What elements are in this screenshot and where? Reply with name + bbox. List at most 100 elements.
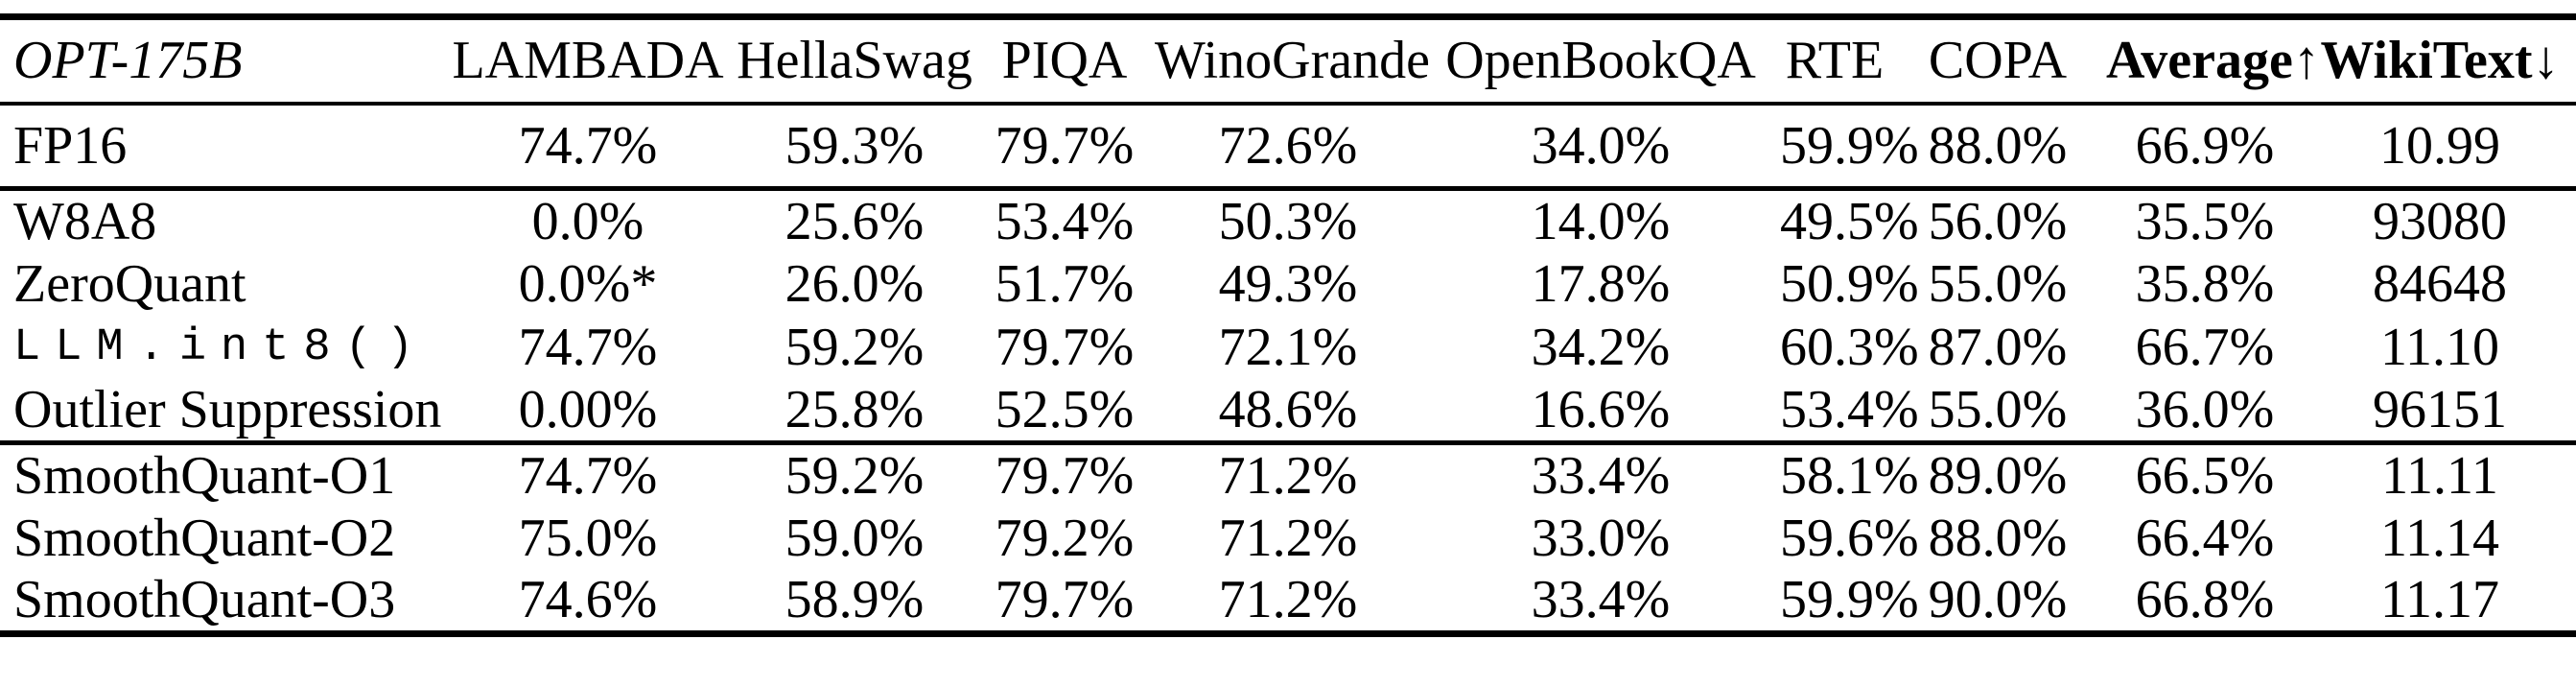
table-cell: 72.6% — [1218, 115, 1358, 176]
table-cell: 96151 — [2373, 380, 2507, 439]
table-cell: 11.17 — [2380, 570, 2499, 629]
table-cell: 53.4% — [1780, 380, 1919, 439]
table-cell: 74.6% — [518, 570, 658, 629]
table-cell: 11.11 — [2381, 446, 2498, 506]
results-table: OPT-175B LAMBADA HellaSwag PIQA WinoGran… — [0, 13, 2576, 637]
table-cell: 66.7% — [2135, 318, 2275, 377]
table-cell: 49.5% — [1780, 192, 1919, 251]
table-cell: 48.6% — [1218, 380, 1358, 439]
col-header-hellaswag: HellaSwag — [737, 31, 972, 91]
table-cell: 58.9% — [785, 570, 925, 629]
table-cell: 16.6% — [1531, 380, 1671, 439]
table-row-smoothquant-o3: SmoothQuant-O3 74.6% 58.9% 79.7% 71.2% 3… — [0, 569, 2576, 634]
table-cell: 74.7% — [518, 318, 658, 377]
table-cell: 34.2% — [1531, 318, 1671, 377]
table-cell: 58.1% — [1780, 446, 1919, 506]
table-cell: 71.2% — [1218, 508, 1358, 568]
table-cell: 74.7% — [518, 446, 658, 506]
table-row-w8a8: W8A8 0.0% 25.6% 53.4% 50.3% 14.0% 49.5% … — [0, 189, 2576, 253]
table-cell: 59.6% — [1780, 508, 1919, 568]
table-cell: 66.4% — [2135, 508, 2275, 568]
table-cell: 71.2% — [1218, 446, 1358, 506]
table-cell: 35.5% — [2135, 192, 2275, 251]
table-row-smoothquant-o1: SmoothQuant-O1 74.7% 59.2% 79.7% 71.2% 3… — [0, 443, 2576, 508]
table-cell: 88.0% — [1928, 508, 2068, 568]
table-cell: 66.5% — [2135, 446, 2275, 506]
table-cell: 93080 — [2373, 192, 2507, 251]
table-cell: 79.2% — [995, 508, 1135, 568]
row-label-smoothquant-o1: SmoothQuant-O1 — [13, 446, 396, 506]
table-cell: 56.0% — [1928, 192, 2068, 251]
table-cell: 59.3% — [785, 115, 925, 176]
row-label-w8a8: W8A8 — [13, 192, 157, 251]
col-header-model: OPT-175B — [13, 31, 243, 91]
col-header-openbookqa: OpenBookQA — [1445, 31, 1756, 91]
table-cell: 35.8% — [2135, 254, 2275, 314]
paper-table-figure: OPT-175B LAMBADA HellaSwag PIQA WinoGran… — [0, 13, 2576, 687]
table-cell: 59.2% — [785, 446, 925, 506]
table-cell: 90.0% — [1928, 570, 2068, 629]
col-header-winogrande: WinoGrande — [1155, 31, 1430, 91]
table-cell: 55.0% — [1928, 254, 2068, 314]
table-cell: 33.4% — [1531, 570, 1671, 629]
table-cell: 52.5% — [995, 380, 1135, 439]
table-cell: 75.0% — [518, 508, 658, 568]
table-cell: 49.3% — [1218, 254, 1358, 314]
table-cell: 60.3% — [1780, 318, 1919, 377]
row-label-llm-int8: LLM.int8() — [13, 321, 429, 373]
table-cell: 33.0% — [1531, 508, 1671, 568]
col-header-lambada: LAMBADA — [452, 31, 724, 91]
table-row-llm-int8: LLM.int8() 74.7% 59.2% 79.7% 72.1% 34.2%… — [0, 316, 2576, 379]
table-row-smoothquant-o2: SmoothQuant-O2 75.0% 59.0% 79.2% 71.2% 3… — [0, 507, 2576, 569]
table-row-outlier-suppression: Outlier Suppression 0.00% 25.8% 52.5% 48… — [0, 379, 2576, 443]
row-label-fp16: FP16 — [13, 115, 128, 176]
table-cell: 79.7% — [995, 115, 1135, 176]
table-cell: 66.9% — [2135, 115, 2275, 176]
table-cell: 25.8% — [785, 380, 925, 439]
table-cell: 14.0% — [1531, 192, 1671, 251]
table-cell: 74.7% — [518, 115, 658, 176]
table-cell: 11.14 — [2380, 508, 2499, 568]
table-cell: 34.0% — [1531, 115, 1671, 176]
table-cell: 72.1% — [1218, 318, 1358, 377]
table-cell: 59.2% — [785, 318, 925, 377]
table-cell: 25.6% — [785, 192, 925, 251]
table-cell: 51.7% — [995, 254, 1135, 314]
row-label-smoothquant-o2: SmoothQuant-O2 — [13, 508, 396, 568]
table-cell: 84648 — [2373, 254, 2507, 314]
table-cell: 88.0% — [1928, 115, 2068, 176]
row-label-smoothquant-o3: SmoothQuant-O3 — [13, 570, 396, 629]
col-header-piqa: PIQA — [1001, 31, 1128, 91]
table-cell: 59.9% — [1780, 570, 1919, 629]
table-cell: 50.3% — [1218, 192, 1358, 251]
table-cell: 0.00% — [518, 380, 658, 439]
table-cell: 0.0% — [531, 192, 644, 251]
table-cell: 36.0% — [2135, 380, 2275, 439]
table-cell: 55.0% — [1928, 380, 2068, 439]
table-cell: 50.9% — [1780, 254, 1919, 314]
table-cell: 17.8% — [1531, 254, 1671, 314]
row-label-outlier-suppression: Outlier Suppression — [13, 380, 442, 439]
row-label-zeroquant: ZeroQuant — [13, 254, 246, 314]
table-row-fp16: FP16 74.7% 59.3% 79.7% 72.6% 34.0% 59.9%… — [0, 104, 2576, 189]
table-row-zeroquant: ZeroQuant 0.0%* 26.0% 51.7% 49.3% 17.8% … — [0, 252, 2576, 316]
table-cell: 59.0% — [785, 508, 925, 568]
table-cell: 0.0%* — [518, 254, 658, 314]
col-header-copa: COPA — [1928, 31, 2068, 91]
table-cell: 66.8% — [2135, 570, 2275, 629]
table-header-row: OPT-175B LAMBADA HellaSwag PIQA WinoGran… — [0, 17, 2576, 104]
table-cell: 33.4% — [1531, 446, 1671, 506]
table-cell: 71.2% — [1218, 570, 1358, 629]
table-cell: 59.9% — [1780, 115, 1919, 176]
table-cell: 79.7% — [995, 446, 1135, 506]
table-cell: 87.0% — [1928, 318, 2068, 377]
table-cell: 79.7% — [995, 570, 1135, 629]
col-header-average: Average↑ — [2106, 31, 2320, 91]
col-header-rte: RTE — [1785, 31, 1885, 91]
table-cell: 89.0% — [1928, 446, 2068, 506]
table-cell: 53.4% — [995, 192, 1135, 251]
table-cell: 26.0% — [785, 254, 925, 314]
table-cell: 10.99 — [2379, 115, 2500, 176]
col-header-wikitext: WikiText↓ — [2320, 31, 2560, 91]
table-cell: 11.10 — [2380, 318, 2499, 377]
